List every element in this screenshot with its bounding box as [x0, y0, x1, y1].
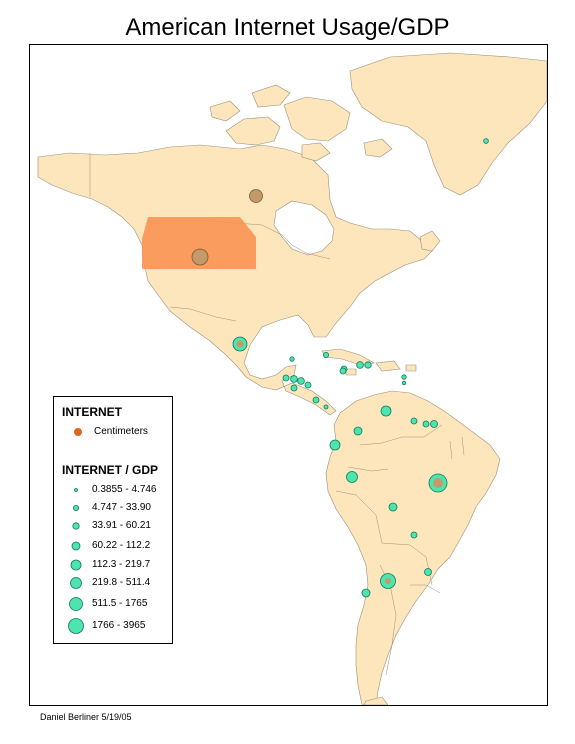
symbol-paraguay: [410, 531, 418, 539]
legend-class-5: 112.3 - 219.7: [92, 559, 151, 570]
legend-symbol-4: [71, 541, 81, 551]
author-credit: Daniel Berliner 5/19/05: [40, 712, 132, 722]
legend-class-6: 219.8 - 511.4: [92, 577, 151, 588]
symbol-jamaica-2: [339, 367, 347, 375]
symbol-panama: [312, 396, 320, 404]
symbol-nicaragua: [304, 381, 312, 389]
symbol-brazil-inner: [433, 478, 443, 488]
north-america: [37, 144, 433, 416]
symbol-costarica: [290, 384, 298, 392]
legend-class-7: 511.5 - 1765: [92, 598, 148, 609]
legend-symbol-6: [70, 577, 82, 589]
jamaica: [345, 368, 357, 376]
legend-symbols: [68, 428, 84, 634]
symbol-elsalvador: [297, 377, 305, 385]
tierra-del-fuego: [363, 696, 389, 705]
symbol-suriname: [422, 420, 430, 428]
symbol-belize: [289, 356, 295, 362]
legend-ratio-title: INTERNET / GDP: [62, 463, 159, 477]
symbol-guyana: [410, 417, 418, 425]
legend-class-3: 33.91 - 60.21: [92, 520, 151, 531]
symbol-venezuela: [380, 405, 392, 417]
map-canvas: [37, 52, 547, 705]
symbol-canada: [249, 189, 263, 203]
legend-symbol-1: [74, 488, 78, 492]
symbol-pr: [401, 374, 407, 380]
legend-internet-swatch: [74, 428, 82, 436]
symbol-uruguay: [424, 568, 432, 576]
greenland: [349, 52, 547, 196]
symbol-ecuador: [329, 439, 341, 451]
symbol-panama-2: [323, 404, 329, 410]
legend-class-8: 1766 - 3965: [92, 620, 146, 631]
symbol-french-guiana: [430, 420, 438, 428]
legend-class-4: 60.22 - 112.2: [92, 540, 151, 551]
symbol-honduras: [290, 375, 298, 383]
symbol-bolivia: [388, 502, 398, 512]
hispaniola: [375, 360, 401, 372]
symbol-greenland: [483, 138, 489, 144]
puerto-rico: [405, 364, 417, 372]
legend-internet-title: INTERNET: [62, 405, 122, 419]
map-title: American Internet Usage/GDP: [125, 14, 450, 41]
symbol-cuba: [322, 351, 329, 358]
legend-internet-item: Centimeters: [94, 426, 148, 437]
symbol-guatemala: [282, 374, 290, 382]
arctic-islands: [209, 84, 393, 162]
ratio-symbols: [191, 138, 489, 598]
internet-shape: [142, 217, 256, 269]
legend-symbol-5: [70, 559, 82, 571]
legend-class-2: 4.747 - 33.90: [92, 502, 151, 513]
symbol-haiti: [356, 361, 364, 369]
legend-symbol-8: [68, 618, 84, 634]
symbol-lesser-antilles: [401, 380, 407, 386]
legend-symbol-3: [72, 522, 80, 530]
legend-class-1: 0.3855 - 4.746: [92, 484, 157, 495]
south-america: [325, 390, 501, 705]
hudson-bay: [273, 200, 335, 256]
symbol-peru: [346, 471, 358, 483]
symbol-dr: [364, 361, 372, 369]
symbol-chile: [361, 588, 371, 598]
newfoundland: [419, 230, 441, 252]
symbol-mexico-inner: [236, 340, 244, 348]
symbol-argentina-inner: [385, 578, 391, 584]
symbol-usa: [191, 248, 209, 266]
legend-symbol-2: [72, 505, 79, 512]
legend-symbol-7: [69, 597, 83, 611]
map-legend: INTERNET Centimeters INTERNET / GDP 0.38…: [53, 396, 173, 644]
symbol-colombia-north: [353, 426, 363, 436]
